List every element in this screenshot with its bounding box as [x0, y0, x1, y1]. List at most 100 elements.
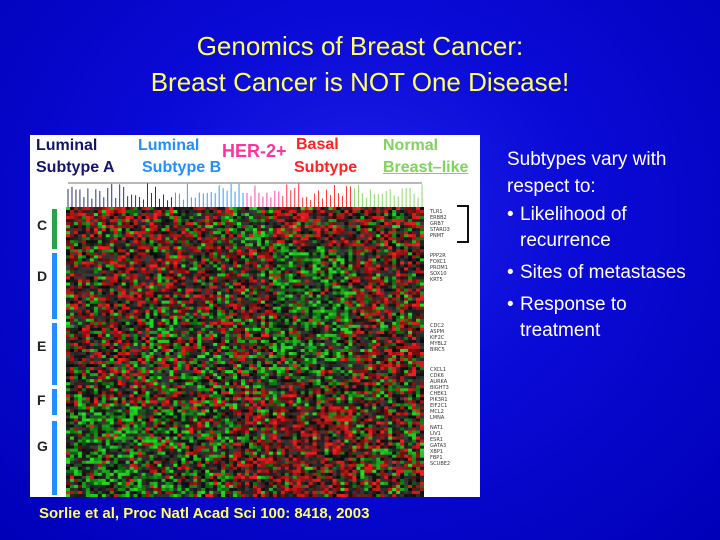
heatmap-cell — [400, 210, 405, 214]
heatmap-cell — [384, 297, 389, 301]
heatmap-cell — [93, 270, 99, 274]
heatmap-cell — [197, 282, 202, 286]
heatmap-cell — [217, 348, 222, 353]
heatmap-cell — [412, 222, 417, 226]
heatmap-cell — [205, 297, 210, 301]
heatmap-cell — [420, 294, 424, 298]
heatmap-cell — [66, 225, 71, 229]
heatmap-cell — [412, 300, 417, 304]
heatmap-cell — [252, 219, 258, 223]
heatmap-cell — [101, 225, 107, 229]
heatmap-cell — [209, 246, 214, 250]
heatmap-cell — [133, 352, 138, 356]
heatmap-cell — [213, 282, 218, 286]
heatmap-cell — [169, 364, 174, 368]
heatmap-cell — [105, 273, 111, 277]
heatmap-cell — [268, 367, 274, 371]
heatmap-cell — [368, 339, 373, 344]
heatmap-cell — [125, 321, 130, 326]
heatmap-cell — [169, 348, 174, 353]
heatmap-cell — [372, 336, 377, 341]
heatmap-cell — [272, 267, 278, 271]
heatmap-cell — [316, 210, 321, 214]
heatmap-cell — [276, 355, 282, 359]
heatmap-cell — [332, 294, 337, 298]
heatmap-cell — [213, 327, 218, 332]
heatmap-cell — [185, 210, 190, 214]
heatmap-cell — [256, 216, 262, 220]
heatmap-cell — [256, 213, 262, 217]
heatmap-cell — [316, 294, 321, 298]
heatmap-cell — [225, 358, 230, 362]
heatmap-cell — [304, 294, 309, 298]
heatmap-cell — [93, 264, 99, 268]
heatmap-cell — [248, 243, 254, 247]
heatmap-cell — [125, 352, 130, 356]
heatmap-cell — [185, 240, 190, 244]
heatmap-cell — [233, 270, 238, 274]
heatmap-cell — [300, 210, 305, 214]
heatmap-cell — [368, 252, 373, 256]
heatmap-cell — [117, 352, 122, 356]
heatmap-cell — [272, 342, 278, 347]
heatmap-cell — [201, 255, 206, 259]
heatmap-cell — [213, 249, 218, 253]
heatmap-cell — [217, 279, 222, 283]
heatmap-cell — [133, 306, 138, 311]
heatmap-cell — [368, 279, 373, 283]
heatmap-cell — [268, 258, 274, 262]
heatmap-cell — [121, 336, 126, 341]
heatmap-cell — [109, 213, 115, 217]
heatmap-cell — [324, 225, 329, 229]
heatmap-cell — [209, 276, 214, 280]
heatmap-cell — [157, 327, 162, 332]
heatmap-cell — [105, 291, 111, 295]
heatmap-cell — [292, 348, 298, 353]
heatmap-cell — [284, 252, 290, 256]
heatmap-cell — [412, 324, 417, 329]
heatmap-cell — [245, 336, 250, 341]
heatmap-cell — [161, 231, 166, 235]
heatmap-cell — [296, 279, 301, 283]
heatmap-cell — [237, 339, 242, 344]
heatmap-cell — [384, 228, 389, 232]
heatmap-cell — [193, 273, 198, 277]
heatmap-cell — [85, 336, 91, 341]
heatmap-cell — [217, 288, 222, 292]
heatmap-cell — [101, 330, 107, 335]
heatmap-cell — [352, 279, 357, 283]
heatmap-cell — [81, 276, 87, 280]
heatmap-cell — [145, 321, 150, 326]
heatmap-cell — [221, 243, 226, 247]
heatmap-cell — [93, 225, 99, 229]
heatmap-cell — [408, 222, 413, 226]
heatmap-cell — [141, 276, 146, 280]
heatmap-cell — [189, 300, 194, 304]
heatmap-cell — [384, 276, 389, 280]
heatmap-cell — [356, 261, 361, 265]
heatmap-cell — [264, 300, 270, 304]
heatmap-cell — [268, 243, 274, 247]
heatmap-cell — [149, 219, 154, 223]
heatmap-cell — [149, 355, 154, 359]
heatmap-cell — [241, 219, 246, 223]
heatmap-cell — [392, 258, 397, 262]
heatmap-cell — [300, 355, 305, 359]
heatmap-cell — [420, 361, 424, 365]
heatmap-cell — [193, 330, 198, 335]
heatmap-cell — [149, 345, 154, 350]
heatmap-cell — [241, 285, 246, 289]
heatmap-cell — [292, 225, 298, 229]
heatmap-cell — [129, 249, 134, 253]
heatmap-cell — [316, 207, 321, 211]
heatmap-cell — [185, 282, 190, 286]
heatmap-cell — [141, 321, 146, 326]
heatmap-cell — [252, 282, 258, 286]
heatmap-cell — [141, 339, 146, 344]
heatmap-cell — [352, 267, 357, 271]
heatmap-cell — [308, 213, 313, 217]
heatmap-cell — [304, 267, 309, 271]
heatmap-cell — [364, 249, 369, 253]
heatmap-cell — [276, 345, 282, 350]
heatmap-cell — [93, 285, 99, 289]
